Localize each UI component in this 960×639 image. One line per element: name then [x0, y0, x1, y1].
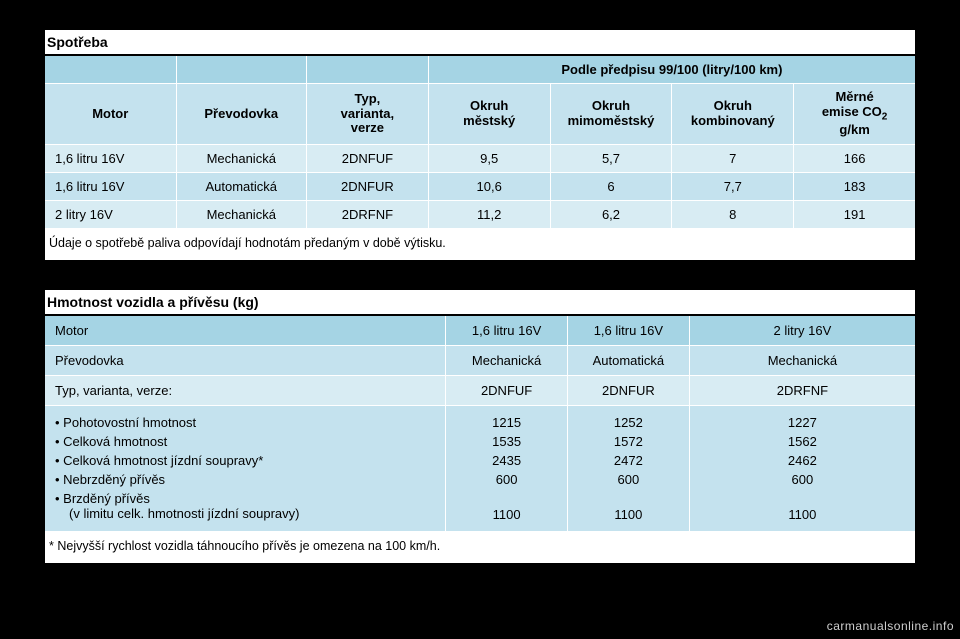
t2-c1-gearbox: Automatická	[567, 345, 689, 375]
cell-co2: 166	[793, 144, 915, 172]
cell-motor: 2 litry 16V	[45, 200, 176, 228]
t1-h-combined: Okruh kombinovaný	[671, 83, 793, 144]
t1-superheader: Podle předpisu 99/100 (litry/100 km)	[428, 56, 915, 83]
val-unbraked: 600	[456, 470, 557, 489]
t2-c1-vals: 1252 1572 2472 600 1100	[567, 405, 689, 531]
section1-title: Spotřeba	[45, 30, 915, 56]
t2-c1-type: 2DNFUR	[567, 375, 689, 405]
t1-h-type: Typ, varianta, verze	[306, 83, 428, 144]
t2-label-motor: Motor	[45, 316, 445, 345]
val-kerb: 1215	[456, 413, 557, 432]
table-row: 1,6 litru 16V Automatická 2DNFUR 10,6 6 …	[45, 172, 915, 200]
section1-footnote: Údaje o spotřebě paliva odpovídají hodno…	[45, 228, 915, 260]
val-gross: 1562	[700, 432, 905, 451]
t1-h-motor: Motor	[45, 83, 176, 144]
cell-urban: 10,6	[428, 172, 550, 200]
cell-combined: 7	[671, 144, 793, 172]
t1-h-urban: Okruh městský	[428, 83, 550, 144]
val-unbraked: 600	[578, 470, 679, 489]
val-train: 2472	[578, 451, 679, 470]
section2-title: Hmotnost vozidla a přívěsu (kg)	[45, 290, 915, 316]
t1-blank3	[306, 56, 428, 83]
cell-type: 2DNFUR	[306, 172, 428, 200]
t2-c1-motor: 1,6 litru 16V	[567, 316, 689, 345]
spec-braked: Brzděný přívěs (v limitu celk. hmotnosti…	[55, 489, 435, 523]
t2-c2-motor: 2 litry 16V	[689, 316, 915, 345]
val-gross: 1572	[578, 432, 679, 451]
t1-blank1	[45, 56, 176, 83]
cell-motor: 1,6 litru 16V	[45, 172, 176, 200]
t2-c2-gearbox: Mechanická	[689, 345, 915, 375]
spec-braked-note: (v limitu celk. hmotnosti jízdní souprav…	[55, 506, 435, 521]
cell-gearbox: Automatická	[176, 172, 307, 200]
t1-blank2	[176, 56, 307, 83]
val-kerb: 1252	[578, 413, 679, 432]
weights-table: Motor 1,6 litru 16V 1,6 litru 16V 2 litr…	[45, 316, 915, 531]
val-braked: 1100	[700, 505, 905, 524]
t2-c0-gearbox: Mechanická	[445, 345, 567, 375]
t2-c2-vals: 1227 1562 2462 600 1100	[689, 405, 915, 531]
watermark: carmanualsonline.info	[827, 619, 954, 633]
cell-co2: 191	[793, 200, 915, 228]
co2-l1: Měrné	[835, 89, 873, 104]
t2-c0-motor: 1,6 litru 16V	[445, 316, 567, 345]
cell-type: 2DRFNF	[306, 200, 428, 228]
val-unbraked: 600	[700, 470, 905, 489]
table-row: 1,6 litru 16V Mechanická 2DNFUF 9,5 5,7 …	[45, 144, 915, 172]
spec-train: Celková hmotnost jízdní soupravy*	[55, 451, 435, 470]
val-kerb: 1227	[700, 413, 905, 432]
t2-c0-type: 2DNFUF	[445, 375, 567, 405]
co2-sub: 2	[882, 112, 888, 123]
t2-c2-type: 2DRFNF	[689, 375, 915, 405]
spacer	[578, 489, 679, 505]
cell-extra: 6	[550, 172, 672, 200]
spacer	[456, 489, 557, 505]
cell-combined: 8	[671, 200, 793, 228]
cell-urban: 11,2	[428, 200, 550, 228]
cell-motor: 1,6 litru 16V	[45, 144, 176, 172]
spec-gross: Celková hmotnost	[55, 432, 435, 451]
t2-label-type: Typ, varianta, verze:	[45, 375, 445, 405]
cell-urban: 9,5	[428, 144, 550, 172]
cell-co2: 183	[793, 172, 915, 200]
cell-extra: 5,7	[550, 144, 672, 172]
section2-footnote: * Nejvyšší rychlost vozidla táhnoucího p…	[45, 531, 915, 563]
cell-extra: 6,2	[550, 200, 672, 228]
val-train: 2462	[700, 451, 905, 470]
co2-l2: emise CO	[822, 104, 882, 119]
spec-braked-label: Brzděný přívěs	[63, 491, 150, 506]
t2-c0-vals: 1215 1535 2435 600 1100	[445, 405, 567, 531]
val-train: 2435	[456, 451, 557, 470]
cell-gearbox: Mechanická	[176, 200, 307, 228]
val-braked: 1100	[578, 505, 679, 524]
t1-h-gearbox: Převodovka	[176, 83, 307, 144]
co2-l3: g/km	[839, 122, 869, 137]
t2-label-gearbox: Převodovka	[45, 345, 445, 375]
cell-type: 2DNFUF	[306, 144, 428, 172]
t1-h-co2: Měrné emise CO2 g/km	[793, 83, 915, 144]
cell-combined: 7,7	[671, 172, 793, 200]
spacer	[700, 489, 905, 505]
spec-unbraked: Nebrzděný přívěs	[55, 470, 435, 489]
spec-kerb: Pohotovostní hmotnost	[55, 413, 435, 432]
t1-h-extra: Okruh mimoměstský	[550, 83, 672, 144]
cell-gearbox: Mechanická	[176, 144, 307, 172]
table-row: 2 litry 16V Mechanická 2DRFNF 11,2 6,2 8…	[45, 200, 915, 228]
val-braked: 1100	[456, 505, 557, 524]
val-gross: 1535	[456, 432, 557, 451]
consumption-table: Podle předpisu 99/100 (litry/100 km) Mot…	[45, 56, 915, 228]
t2-label-specs: Pohotovostní hmotnost Celková hmotnost C…	[45, 405, 445, 531]
divider	[45, 260, 915, 290]
